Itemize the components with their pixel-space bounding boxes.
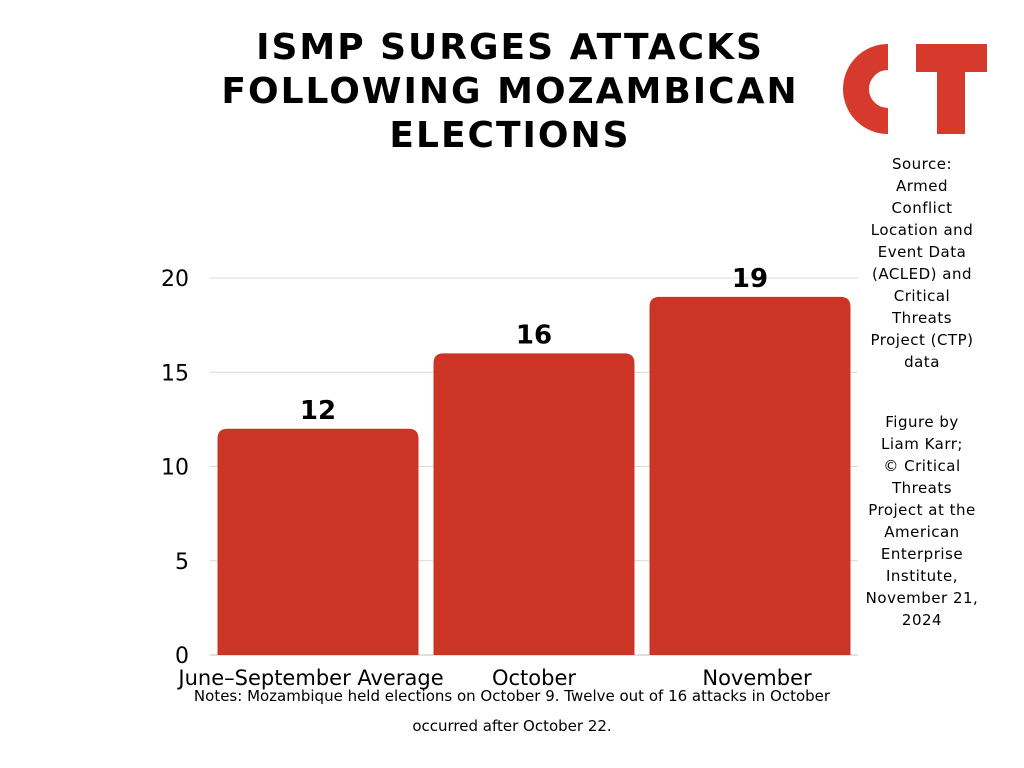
credit-line: Institute, — [885, 567, 959, 585]
ct-logo: CT — [843, 44, 987, 134]
notes-line-2: occurred after October 22. — [412, 717, 612, 735]
credit-line: 2024 — [901, 611, 943, 629]
title-line: FOLLOWING MOZAMBICAN — [221, 71, 799, 112]
source-line: Conflict — [891, 199, 953, 217]
source-line: (ACLED) and — [871, 265, 973, 283]
credit-line: Project at the — [868, 501, 976, 519]
source-line: Critical — [893, 287, 951, 305]
bar-value-label: 19 — [732, 264, 768, 294]
y-tick-label: 10 — [161, 456, 189, 481]
source-line: Location and — [870, 221, 974, 239]
source-line: Project (CTP) — [870, 331, 974, 349]
logo-letter-c — [843, 44, 889, 134]
x-category-label: October — [492, 666, 576, 690]
credit-line: Enterprise — [880, 545, 964, 563]
chart-title: ISMP SURGES ATTACKS FOLLOWING MOZAMBICAN… — [200, 26, 820, 158]
credit-line: Figure by — [885, 413, 959, 431]
y-tick-label: 20 — [161, 267, 189, 292]
credit-line: © Critical — [883, 457, 961, 475]
y-tick-label: 5 — [175, 550, 189, 575]
x-category-label: June–September Average — [176, 666, 443, 690]
bar-november — [649, 296, 851, 655]
x-category-label: November — [702, 666, 812, 690]
y-tick-label: 15 — [161, 361, 189, 386]
logo-letter-t-stem — [937, 44, 965, 134]
source-line: Event Data — [877, 243, 967, 261]
figure-credit: Figure by Liam Karr; © Critical Threats … — [862, 411, 982, 631]
source-line: data — [904, 353, 940, 371]
notes-line-1: Notes: Mozambique held elections on Octo… — [193, 687, 831, 705]
bar-june-september-average — [217, 428, 419, 655]
bar-value-label: 16 — [516, 320, 552, 350]
title-line: ELECTIONS — [389, 115, 631, 156]
bar-value-label: 12 — [300, 396, 336, 426]
credit-line: Threats — [891, 479, 953, 497]
credit-line: American — [884, 523, 960, 541]
source-line: Source: — [891, 155, 953, 173]
credit-line: November 21, — [865, 589, 979, 607]
source-line: Threats — [891, 309, 953, 327]
y-tick-label: 0 — [175, 644, 189, 669]
bar-october — [433, 353, 635, 655]
title-line: ISMP SURGES ATTACKS — [256, 27, 764, 68]
source-note: Source: Armed Conflict Location and Even… — [862, 153, 982, 373]
source-line: Armed — [895, 177, 949, 195]
credit-line: Liam Karr; — [881, 435, 963, 453]
